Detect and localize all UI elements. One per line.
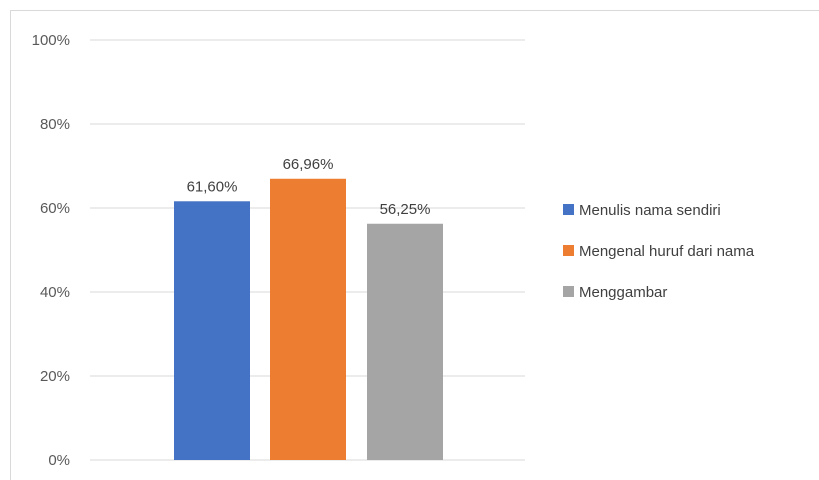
y-tick-label: 100% [32, 32, 70, 49]
data-label: 66,96% [283, 156, 334, 173]
y-tick-label: 0% [48, 452, 70, 469]
legend-swatch [563, 204, 574, 215]
y-axis-tick-labels: 0% 20% 40% 60% 80% 100% [32, 32, 70, 469]
data-label: 61,60% [187, 178, 238, 195]
legend: Menulis nama sendiri Mengenal huruf dari … [563, 202, 755, 301]
bar-2 [270, 178, 346, 460]
legend-label: Mengenal huruf dari nama [579, 243, 755, 260]
legend-swatch [563, 245, 574, 256]
legend-swatch [563, 286, 574, 297]
bars [174, 178, 443, 460]
y-tick-label: 40% [40, 284, 70, 301]
y-tick-label: 80% [40, 116, 70, 133]
data-labels: 61,60% 66,96% 56,25% [187, 156, 431, 218]
legend-label: Menggambar [579, 284, 667, 301]
data-label: 56,25% [380, 201, 431, 218]
y-tick-label: 20% [40, 368, 70, 385]
bar-1 [174, 201, 250, 460]
legend-label: Menulis nama sendiri [579, 202, 721, 219]
y-tick-label: 60% [40, 200, 70, 217]
bar-3 [367, 223, 443, 460]
